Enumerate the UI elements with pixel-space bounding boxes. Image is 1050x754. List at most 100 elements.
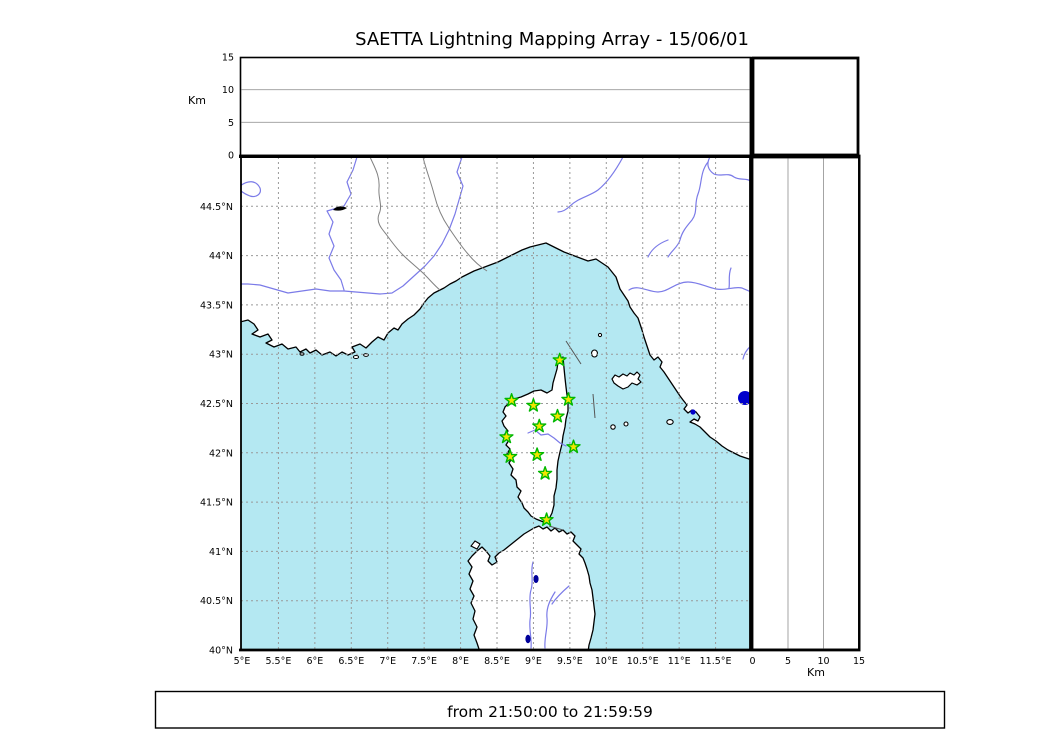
regional-border bbox=[422, 157, 488, 272]
altitude-tick-label: 10 bbox=[222, 85, 234, 96]
lon-tick-label: 8°E bbox=[452, 656, 469, 667]
orbetello-lagoon bbox=[690, 409, 696, 415]
capraia-island bbox=[590, 349, 599, 358]
station-marker bbox=[503, 449, 518, 463]
panel-separators bbox=[239, 57, 861, 652]
stations-layer bbox=[499, 352, 581, 526]
altitude-axis-label-right: Km bbox=[807, 666, 825, 679]
golo-river bbox=[527, 429, 567, 447]
upper-rhone-river bbox=[241, 181, 261, 198]
altitude-tick-label: 15 bbox=[222, 53, 234, 64]
ombrone-river bbox=[742, 345, 750, 360]
pianosa-island bbox=[610, 424, 616, 430]
graticule-layer bbox=[241, 157, 750, 649]
altitude-gridlines bbox=[241, 89, 750, 123]
durance-river bbox=[241, 157, 464, 295]
lat-tick-label: 44.5°N bbox=[200, 202, 233, 213]
giglio-island bbox=[666, 419, 674, 425]
lake-serre-poncon bbox=[333, 206, 347, 211]
lat-tick-label: 43°N bbox=[209, 350, 233, 361]
altitude-latitude-panel: 0 5 10 15 Km bbox=[749, 156, 865, 679]
lon-tick-label: 7.5°E bbox=[411, 656, 437, 667]
station-marker bbox=[499, 429, 514, 444]
station-marker bbox=[539, 512, 554, 526]
sardinia-river-1 bbox=[529, 561, 534, 649]
station-marker bbox=[537, 466, 553, 480]
lat-tick-label: 42.5°N bbox=[200, 399, 233, 410]
station-marker bbox=[552, 352, 567, 367]
lat-tick-label: 42°N bbox=[209, 448, 233, 459]
rivers-layer bbox=[241, 157, 750, 649]
altitude-tick-label: 5 bbox=[228, 118, 234, 129]
time-range-label: from 21:50:00 to 21:59:59 bbox=[447, 703, 653, 721]
river-hook bbox=[647, 239, 669, 258]
station-marker bbox=[561, 392, 576, 406]
lon-tick-label: 9.5°E bbox=[557, 656, 583, 667]
altitude-gridlines-right bbox=[787, 158, 824, 649]
lon-tick-label: 7°E bbox=[379, 656, 396, 667]
station-marker bbox=[529, 447, 545, 461]
time-range-box: from 21:50:00 to 21:59:59 bbox=[154, 690, 946, 729]
lake-bolsena bbox=[738, 391, 750, 405]
po-tributary-river bbox=[557, 157, 624, 213]
map-panel: 40°N 40.5°N 41°N 41.5°N 42°N 42.5°N 43°N 43.5°N… bbox=[200, 156, 751, 667]
france-italy-border bbox=[369, 157, 441, 291]
lon-tick-label: 8.5°E bbox=[484, 656, 510, 667]
altitude-latitude-plot-area bbox=[751, 156, 860, 651]
altitude-tick-labels: 0 5 10 15 bbox=[222, 53, 234, 162]
station-marker bbox=[566, 439, 581, 454]
lon-tick-label: 11°E bbox=[668, 656, 691, 667]
asinara-island bbox=[470, 540, 481, 550]
sardinia-river-branch bbox=[551, 585, 570, 605]
sea-mark-2 bbox=[592, 393, 596, 419]
time-range-frame bbox=[154, 690, 946, 729]
admin-borders-layer bbox=[369, 157, 488, 291]
mainland-coastline bbox=[241, 157, 750, 461]
bonifacio-strait-mark bbox=[548, 525, 564, 531]
altitude-tick-label: 0 bbox=[749, 656, 755, 667]
lat-tick-label: 41.5°N bbox=[200, 498, 233, 509]
altitude-axis-label: Km bbox=[188, 94, 206, 107]
altitude-tick-labels-right: 0 5 10 15 bbox=[749, 656, 865, 667]
altitude-tick-label: 0 bbox=[228, 151, 234, 162]
lake-omodeo bbox=[525, 634, 531, 644]
lon-tick-label: 6.5°E bbox=[338, 656, 364, 667]
altitude-tick-label: 5 bbox=[785, 656, 791, 667]
sea-marks-layer bbox=[548, 340, 596, 531]
lat-tick-label: 44°N bbox=[209, 251, 233, 262]
longitude-tick-labels: 5°E 5.5°E 6°E 6.5°E 7°E 7.5°E 8°E 8.5°E 9°E 9.5°E… bbox=[234, 656, 732, 667]
altitude-tick-label: 15 bbox=[853, 656, 865, 667]
elba-island bbox=[611, 371, 642, 390]
lon-tick-label: 11.5°E bbox=[700, 656, 732, 667]
lon-tick-label: 6°E bbox=[306, 656, 323, 667]
station-marker bbox=[550, 408, 565, 423]
altitude-tick-label: 10 bbox=[817, 656, 829, 667]
lon-tick-label: 10.5°E bbox=[627, 656, 659, 667]
sea-mark-1 bbox=[565, 340, 582, 365]
altitude-longitude-panel: 0 5 10 15 Km bbox=[188, 53, 752, 162]
north-apennine-river bbox=[707, 157, 750, 182]
lon-tick-label: 10°E bbox=[595, 656, 618, 667]
lat-tick-label: 40°N bbox=[209, 646, 233, 657]
station-marker bbox=[504, 393, 519, 407]
lon-tick-label: 5°E bbox=[234, 656, 251, 667]
serchio-river bbox=[667, 161, 709, 258]
lat-tick-label: 41°N bbox=[209, 547, 233, 558]
corner-box bbox=[751, 56, 860, 157]
lon-tick-label: 5.5°E bbox=[265, 656, 291, 667]
montecristo-island bbox=[623, 421, 629, 427]
station-marker bbox=[526, 398, 541, 412]
station-marker bbox=[532, 418, 547, 433]
lon-tick-label: 9°E bbox=[525, 656, 542, 667]
sardinia-river-2 bbox=[544, 591, 556, 649]
arno-river bbox=[628, 281, 750, 293]
altitude-longitude-plot-area bbox=[239, 56, 752, 157]
hyeres-islands bbox=[352, 355, 360, 359]
lakes-layer bbox=[333, 206, 750, 644]
lake-coghinas bbox=[533, 575, 539, 583]
rhone-river bbox=[326, 157, 358, 291]
latitude-tick-labels: 40°N 40.5°N 41°N 41.5°N 42°N 42.5°N 43°N 43.5°N… bbox=[200, 202, 233, 657]
arno-branch bbox=[728, 267, 732, 289]
